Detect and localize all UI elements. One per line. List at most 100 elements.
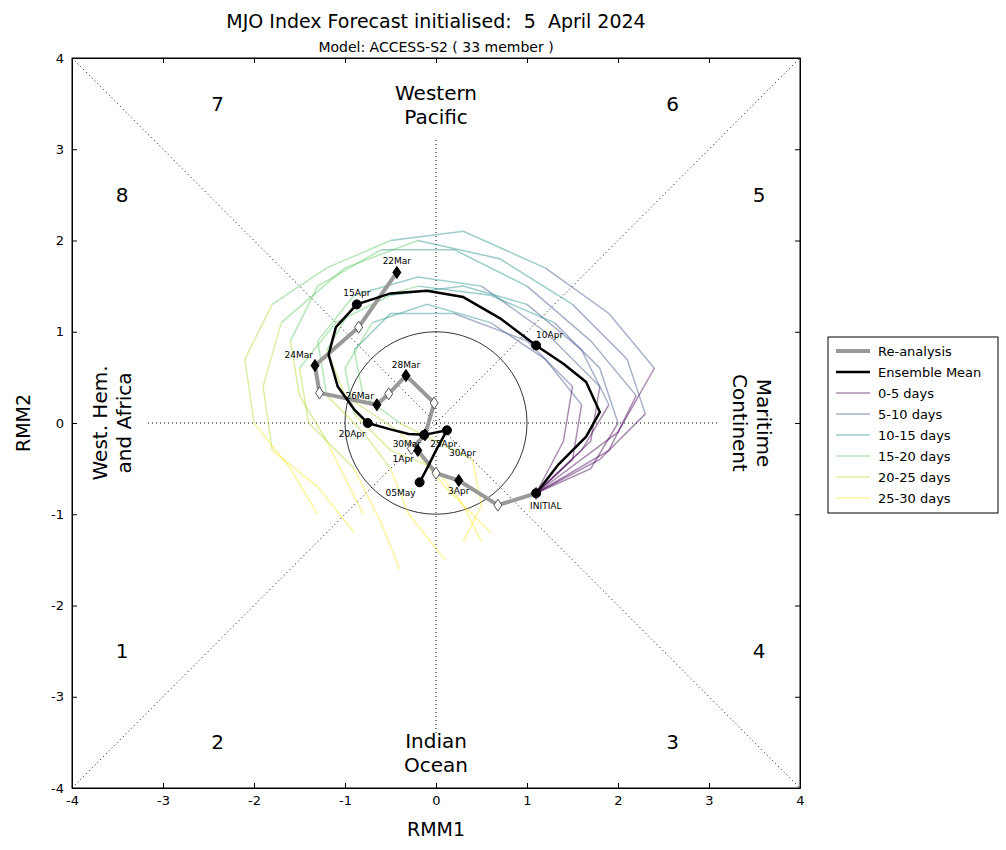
member-line <box>354 469 400 569</box>
legend-frame <box>828 337 998 513</box>
tick-mark <box>795 241 800 242</box>
region-label: MaritimeContinent <box>728 374 776 472</box>
x-axis: -4-3-2-101234 <box>66 783 805 808</box>
legend-swatch <box>836 371 870 374</box>
region-label-line: Western <box>395 81 477 105</box>
point-label: 30Mar <box>393 439 422 449</box>
member-line <box>300 368 355 468</box>
tick-mark <box>72 697 77 698</box>
tick-mark <box>436 783 437 788</box>
x-axis-top <box>73 58 801 63</box>
point-label: 26Mar <box>345 391 374 401</box>
chart-container: MJO Index Forecast initialised: 5 April … <box>0 0 1006 850</box>
tick-mark <box>72 149 77 150</box>
tick-mark <box>163 58 164 63</box>
legend-swatch <box>836 497 870 499</box>
tick-mark <box>527 58 528 63</box>
tick-label: -1 <box>339 793 352 808</box>
subtitle: Model: ACCESS-S2 ( 33 member ) <box>318 39 553 55</box>
mean-marker <box>532 489 541 498</box>
legend-label: 5-10 days <box>878 407 943 422</box>
reanalysis-marker <box>311 360 319 372</box>
point-label: 1Apr <box>393 454 415 464</box>
tick-mark <box>795 332 800 333</box>
tick: -1 <box>51 507 77 522</box>
tick-label: 3 <box>56 142 64 157</box>
region-label: West. Hem.and Africa <box>88 365 136 480</box>
tick <box>345 58 346 63</box>
member-line <box>536 423 618 493</box>
reanalysis-marker <box>532 487 540 499</box>
tick <box>795 241 800 242</box>
mean-marker <box>442 426 451 435</box>
legend-label: 15-20 days <box>878 449 951 464</box>
tick-label: 1 <box>56 324 64 339</box>
legend-swatch <box>836 392 870 394</box>
member-line <box>545 268 654 368</box>
tick-label: -3 <box>51 689 64 704</box>
phase-label: 6 <box>666 92 679 116</box>
point-label: 30Apr <box>449 448 476 458</box>
tick-label: 0 <box>56 416 64 431</box>
member-line <box>482 286 600 386</box>
member-line <box>536 368 654 493</box>
tick-mark <box>618 58 619 63</box>
tick <box>254 58 255 63</box>
tick <box>795 332 800 333</box>
phase-label: 7 <box>211 92 224 116</box>
tick-label: -3 <box>157 793 170 808</box>
mean-marker <box>415 478 424 487</box>
tick-label: 4 <box>796 793 804 808</box>
tick-mark <box>527 783 528 788</box>
member-line <box>527 304 609 404</box>
tick-label: 2 <box>56 233 64 248</box>
member-line <box>354 314 454 351</box>
tick-mark <box>345 58 346 63</box>
legend-label: 20-25 days <box>878 470 951 485</box>
point-label: 15Apr <box>343 288 370 298</box>
tick: -1 <box>339 783 352 808</box>
region-label-line: West. Hem. <box>88 365 112 480</box>
tick: -2 <box>248 783 261 808</box>
tick-label: -2 <box>51 598 64 613</box>
legend-swatch <box>836 413 870 415</box>
tick-mark <box>618 783 619 788</box>
tick-label: 3 <box>705 793 713 808</box>
tick: 2 <box>614 783 622 808</box>
phase-label: 3 <box>666 730 679 754</box>
point-labels: 22Mar24Mar26Mar28Mar30Mar1Apr3AprINITIAL… <box>285 256 564 511</box>
legend-swatch <box>836 434 870 436</box>
legend-label: 25-30 days <box>878 491 951 506</box>
tick-mark <box>72 241 77 242</box>
phase-label: 5 <box>753 183 766 207</box>
phase-label: 1 <box>116 639 129 663</box>
tick-mark <box>254 783 255 788</box>
title: MJO Index Forecast initialised: 5 April … <box>226 10 645 32</box>
tick <box>795 697 800 698</box>
tick: 1 <box>523 783 531 808</box>
mean-marker <box>352 300 361 309</box>
tick: 3 <box>56 142 77 157</box>
tick-label: 0 <box>432 793 440 808</box>
tick-mark <box>795 606 800 607</box>
tick-label: 1 <box>523 793 531 808</box>
legend-label: 0-5 days <box>878 386 934 401</box>
member-line <box>300 295 391 368</box>
tick-mark <box>72 332 77 333</box>
legend-swatch <box>836 349 870 353</box>
mean-marker <box>532 341 541 350</box>
region-label-line: and Africa <box>112 372 136 473</box>
tick <box>436 58 437 63</box>
tick <box>795 514 800 515</box>
tick-mark <box>795 697 800 698</box>
phase-divider <box>436 140 437 735</box>
amplitude-circle <box>345 332 527 515</box>
point-label: 3Apr <box>448 486 470 496</box>
tick <box>618 58 619 63</box>
tick-mark <box>72 423 77 424</box>
tick-label: 2 <box>614 793 622 808</box>
reanalysis-marker <box>402 370 410 382</box>
member-line <box>554 323 618 423</box>
region-label-line: Indian <box>405 729 467 753</box>
member-line <box>391 231 546 268</box>
